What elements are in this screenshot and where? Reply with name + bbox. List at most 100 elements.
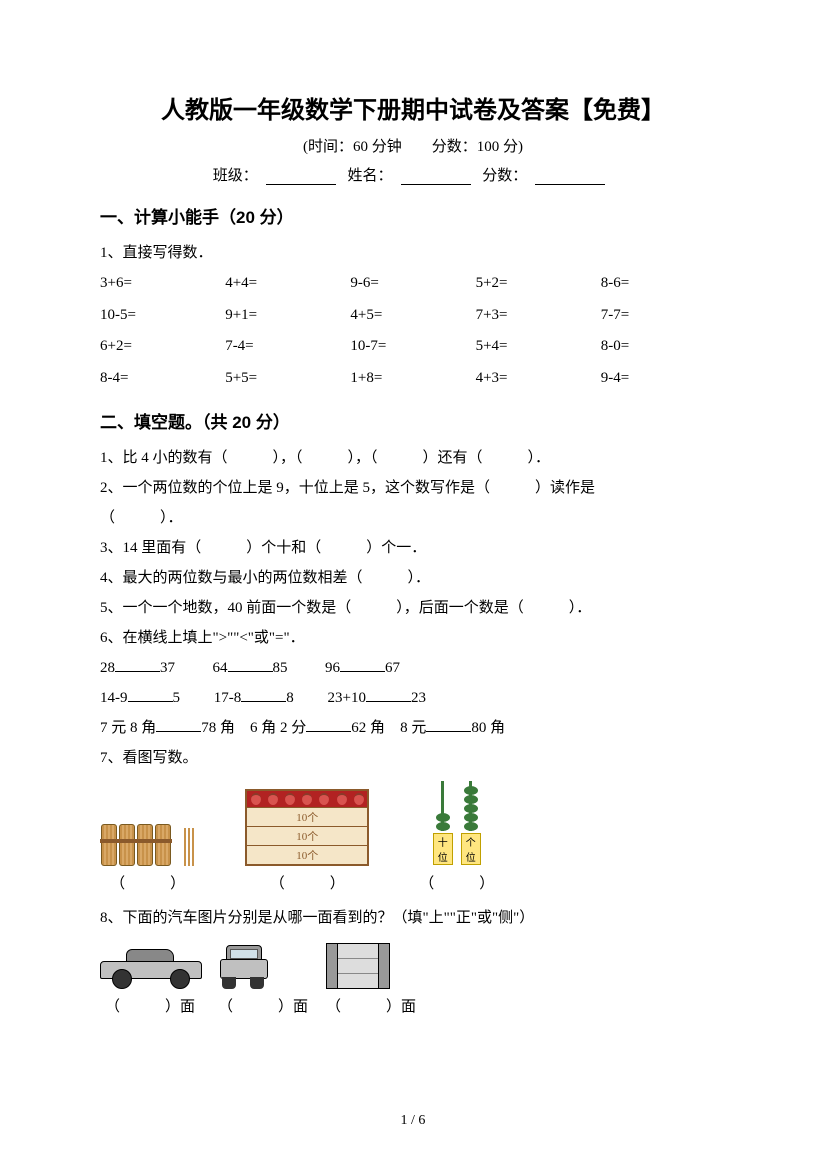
info-line: 班级： 姓名： 分数： bbox=[100, 164, 726, 185]
eq: 4+4= bbox=[225, 268, 350, 300]
s2-q8-label: 8、下面的汽车图片分别是从哪一面看到的？（填"上""正"或"侧"） bbox=[100, 903, 726, 933]
compare-blank[interactable] bbox=[115, 657, 160, 672]
cmp-a: 17-8 bbox=[214, 690, 242, 706]
eq: 4+3= bbox=[476, 363, 601, 395]
compare-blank[interactable] bbox=[241, 687, 286, 702]
compare-blank[interactable] bbox=[128, 687, 173, 702]
eq: 6+2= bbox=[100, 331, 225, 363]
cmp-a: 7 元 8 角 bbox=[100, 720, 156, 736]
q7-answer[interactable]: （ ） bbox=[100, 872, 195, 893]
eq: 7-4= bbox=[225, 331, 350, 363]
s2-q6-row2: 14-9 5 17-8 8 23+10 23 bbox=[100, 683, 726, 713]
cmp-a: 96 bbox=[325, 660, 340, 676]
section1-head: 一、计算小能手（20 分） bbox=[100, 203, 726, 228]
class-label: 班级： bbox=[213, 168, 258, 184]
name-label: 姓名： bbox=[347, 168, 392, 184]
s2-q6-label: 6、在横线上填上">""<"或"="． bbox=[100, 623, 726, 653]
q7-crate: 10个 10个 10个 （ ） bbox=[245, 789, 369, 893]
score-blank[interactable] bbox=[535, 168, 605, 185]
s2-q2a: 2、一个两位数的个位上是 9，十位上是 5，这个数写作是（ ）读作是 bbox=[100, 473, 726, 503]
cmp-b: 5 bbox=[173, 690, 181, 706]
page-title: 人教版一年级数学下册期中试卷及答案【免费】 bbox=[100, 90, 726, 125]
crate-icon: 10个 10个 10个 bbox=[245, 789, 369, 866]
q8-figures: （ ）面 （ ）面 （ ）面 bbox=[100, 943, 726, 1016]
s2-q3: 3、14 里面有（ ）个十和（ ）个一． bbox=[100, 533, 726, 563]
eq: 5+5= bbox=[225, 363, 350, 395]
eq: 8-0= bbox=[601, 331, 726, 363]
face-suffix: 面 bbox=[180, 999, 195, 1015]
eq: 9-6= bbox=[350, 268, 475, 300]
eq: 3+6= bbox=[100, 268, 225, 300]
face-suffix: 面 bbox=[293, 999, 308, 1015]
compare-blank[interactable] bbox=[156, 717, 201, 732]
q7-bundles: （ ） bbox=[100, 824, 195, 893]
eq: 8-6= bbox=[601, 268, 726, 300]
compare-blank[interactable] bbox=[306, 717, 351, 732]
eq: 7+3= bbox=[476, 300, 601, 332]
q8-answer[interactable]: （ ） bbox=[218, 999, 293, 1015]
car-top-icon bbox=[326, 943, 390, 989]
compare-blank[interactable] bbox=[228, 657, 273, 672]
q8-answer[interactable]: （ ） bbox=[105, 999, 180, 1015]
q8-answer[interactable]: （ ） bbox=[326, 999, 401, 1015]
cmp-a: 64 bbox=[213, 660, 228, 676]
q1-label: 1、直接写得数． bbox=[100, 238, 726, 268]
face-suffix: 面 bbox=[401, 999, 416, 1015]
eq: 1+8= bbox=[350, 363, 475, 395]
car-side-item: （ ）面 bbox=[100, 949, 200, 1016]
subtitle: (时间：60 分钟 分数：100 分) bbox=[100, 135, 726, 156]
compare-blank[interactable] bbox=[340, 657, 385, 672]
s2-q4: 4、最大的两位数与最小的两位数相差（ ）． bbox=[100, 563, 726, 593]
s2-q1: 1、比 4 小的数有（ ），（ ），（ ）还有（ ）． bbox=[100, 443, 726, 473]
crate-row-label: 10个 bbox=[247, 826, 367, 845]
eq: 7-7= bbox=[601, 300, 726, 332]
cmp-b: 62 角 bbox=[351, 720, 385, 736]
q7-answer[interactable]: （ ） bbox=[245, 872, 369, 893]
section2-head: 二、填空题。（共 20 分） bbox=[100, 408, 726, 433]
cmp-b: 85 bbox=[273, 660, 288, 676]
crate-row-label: 10个 bbox=[247, 807, 367, 826]
cmp-b: 78 角 bbox=[201, 720, 235, 736]
q7-abacus: 十位 个位 （ ） bbox=[419, 781, 494, 893]
car-side-icon bbox=[100, 949, 200, 989]
eq: 8-4= bbox=[100, 363, 225, 395]
s2-q6-row1: 28 37 64 85 96 67 bbox=[100, 653, 726, 683]
car-front-item: （ ）面 bbox=[218, 945, 308, 1016]
cmp-b: 23 bbox=[411, 690, 426, 706]
car-front-icon bbox=[218, 945, 268, 989]
q7-figures: （ ） 10个 10个 10个 （ ） 十位 bbox=[100, 781, 726, 893]
equation-grid: 3+6= 4+4= 9-6= 5+2= 8-6= 10-5= 9+1= 4+5=… bbox=[100, 268, 726, 394]
eq: 5+4= bbox=[476, 331, 601, 363]
cmp-b: 37 bbox=[160, 660, 175, 676]
cmp-b: 8 bbox=[286, 690, 294, 706]
compare-blank[interactable] bbox=[366, 687, 411, 702]
cmp-a: 14-9 bbox=[100, 690, 128, 706]
eq: 9+1= bbox=[225, 300, 350, 332]
eq: 4+5= bbox=[350, 300, 475, 332]
crate-row-label: 10个 bbox=[247, 845, 367, 864]
abacus-icon: 十位 个位 bbox=[433, 781, 481, 866]
page-footer: 1 / 6 bbox=[0, 1113, 826, 1129]
ones-label: 个位 bbox=[461, 833, 481, 865]
s2-q5: 5、一个一个地数，40 前面一个数是（ ），后面一个数是（ ）． bbox=[100, 593, 726, 623]
cmp-a: 6 角 2 分 bbox=[250, 720, 306, 736]
eq: 10-7= bbox=[350, 331, 475, 363]
q7-answer[interactable]: （ ） bbox=[419, 872, 494, 893]
tens-label: 十位 bbox=[433, 833, 453, 865]
class-blank[interactable] bbox=[266, 168, 336, 185]
s2-q2b: （ ）． bbox=[100, 503, 726, 533]
car-top-item: （ ）面 bbox=[326, 943, 416, 1016]
cmp-a: 28 bbox=[100, 660, 115, 676]
cmp-a: 23+10 bbox=[328, 690, 366, 706]
eq: 5+2= bbox=[476, 268, 601, 300]
name-blank[interactable] bbox=[401, 168, 471, 185]
s2-q6-row3: 7 元 8 角 78 角 6 角 2 分 62 角 8 元 80 角 bbox=[100, 713, 726, 743]
bundles-icon bbox=[100, 824, 195, 866]
compare-blank[interactable] bbox=[426, 717, 471, 732]
s2-q7-label: 7、看图写数。 bbox=[100, 743, 726, 773]
cmp-b: 80 角 bbox=[471, 720, 505, 736]
cmp-b: 67 bbox=[385, 660, 400, 676]
cmp-a: 8 元 bbox=[400, 720, 426, 736]
eq: 9-4= bbox=[601, 363, 726, 395]
eq: 10-5= bbox=[100, 300, 225, 332]
